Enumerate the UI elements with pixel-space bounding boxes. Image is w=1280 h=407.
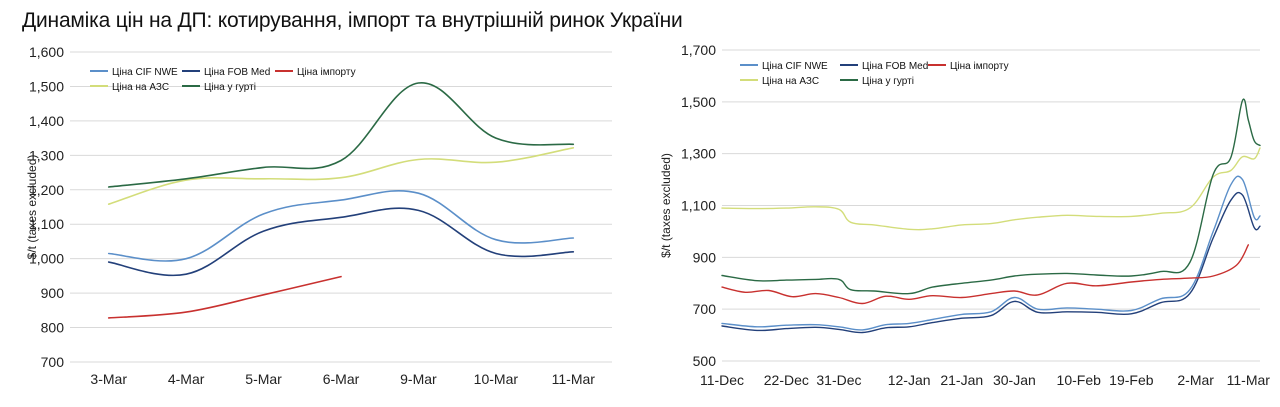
chart0-xtick-label: 11-Mar (552, 371, 596, 387)
chart1-xtick-label: 30-Jan (993, 372, 1036, 388)
chart0-ytick-label: 1,600 (29, 44, 64, 60)
chart0-legend-label: Ціна імпорту (297, 67, 356, 78)
chart1-legend-label: Ціна FOB Med (862, 61, 928, 72)
chart0-ytick-label: 900 (41, 285, 65, 301)
chart0-ytick-label: 1,200 (29, 182, 64, 198)
chart1-ytick-label: 1,700 (681, 42, 716, 58)
chart0-y-axis-label: $/t (taxes excluded) (25, 155, 39, 260)
chart0-ytick-label: 1,300 (29, 147, 64, 163)
chart0-xtick-label: 3-Mar (90, 371, 127, 387)
chart0-legend-label: Ціна CIF NWE (112, 67, 178, 78)
chart0-xtick-label: 6-Mar (323, 371, 360, 387)
chart1-legend-label: Ціна у гурті (862, 76, 914, 87)
chart1-series-line-ціна-на-азс (721, 147, 1261, 231)
chart0-series-line-ціна-cif-nwe (107, 189, 575, 262)
chart0-series-line-ціна-імпорту (107, 275, 342, 319)
chart1-ytick-label: 1,500 (681, 94, 716, 110)
chart1-legend-label: Ціна на АЗС (762, 76, 819, 87)
chart0-xtick-label: 9-Mar (400, 371, 437, 387)
chart0-ytick-label: 1,500 (29, 78, 64, 94)
left-chart: 700 800 900 1,000 1,100 1,200 1,300 1,400 1,500 1… (25, 44, 612, 387)
chart1-series-line-ціна-fob-med (721, 191, 1261, 334)
chart1-xtick-label: 31-Dec (816, 372, 861, 388)
chart1-series-line-ціна-у-гурті (721, 98, 1261, 295)
chart1-ytick-label: 500 (693, 353, 717, 369)
chart1-legend-label: Ціна CIF NWE (762, 61, 828, 72)
chart0-ytick-label: 1,400 (29, 113, 64, 129)
chart1-legend-label: Ціна імпорту (950, 61, 1009, 72)
chart0-legend-label: Ціна у гурті (204, 82, 256, 93)
chart1-ytick-label: 700 (693, 301, 717, 317)
right-chart: 500 700 900 1,100 1,300 1,500 1,700 $/t (taxes … (659, 42, 1271, 388)
chart1-xtick-label: 2-Mar (1177, 372, 1214, 388)
chart0-xtick-label: 4-Mar (168, 371, 205, 387)
chart0-legend-label: Ціна FOB Med (204, 67, 270, 78)
chart1-xtick-label: 12-Jan (888, 372, 931, 388)
chart0-ytick-label: 700 (41, 354, 65, 370)
chart0-ytick-label: 800 (41, 320, 65, 336)
chart1-ytick-label: 900 (693, 249, 717, 265)
chart1-xtick-label: 10-Feb (1057, 372, 1102, 388)
chart1-xtick-label: 11-Dec (700, 372, 744, 388)
chart0-series-line-ціна-на-азс (107, 147, 575, 205)
chart0-xtick-label: 10-Mar (474, 371, 519, 387)
chart1-xtick-label: 21-Jan (940, 372, 983, 388)
chart1-ytick-label: 1,100 (681, 198, 716, 214)
chart0-ytick-label: 1,100 (29, 216, 64, 232)
chart0-series-line-ціна-fob-med (107, 207, 575, 277)
chart1-series-line-ціна-cif-nwe (721, 175, 1261, 331)
chart1-series-line-ціна-імпорту (721, 244, 1249, 305)
chart0-legend-label: Ціна на АЗС (112, 82, 169, 93)
page-title: Динаміка цін на ДП: котирування, імпорт … (22, 9, 683, 32)
chart0-series-line-ціна-у-гурті (107, 82, 575, 188)
chart1-xtick-label: 19-Feb (1109, 372, 1154, 388)
chart1-xtick-label: 11-Mar (1227, 372, 1271, 388)
chart1-ytick-label: 1,300 (681, 146, 716, 162)
chart1-y-axis-label: $/t (taxes excluded) (659, 153, 673, 258)
chart1-xtick-label: 22-Dec (764, 372, 809, 388)
chart0-xtick-label: 5-Mar (245, 371, 282, 387)
chart0-ytick-label: 1,000 (29, 251, 64, 267)
